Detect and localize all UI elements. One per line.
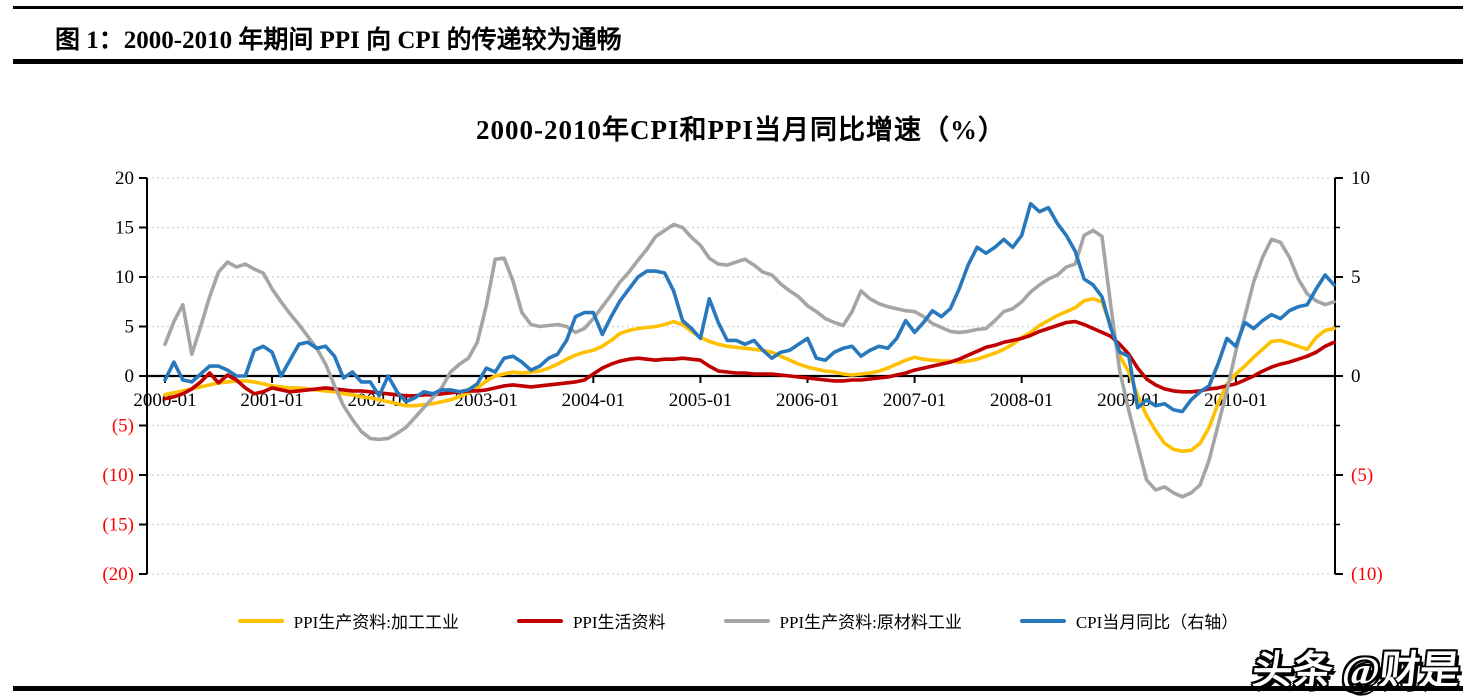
x-axis-label: 2005-01 bbox=[669, 390, 732, 411]
legend-swatch-blue bbox=[1019, 618, 1066, 623]
x-axis-label: 2004-01 bbox=[562, 390, 625, 411]
y-axis-right-label: (5) bbox=[1351, 465, 1373, 486]
y-axis-left-label: 20 bbox=[115, 168, 134, 189]
legend-label: CPI当月同比（右轴） bbox=[1075, 613, 1239, 632]
chart-title: 2000-2010年CPI和PPI当月同比增速（%） bbox=[476, 115, 1006, 145]
legend-swatch-gray bbox=[723, 618, 770, 623]
chart-legend: PPI生产资料:加工工业 PPI生活资料 PPI生产资料:原材料工业 CPI当月… bbox=[0, 608, 1476, 633]
y-axis-left-label: (20) bbox=[102, 564, 134, 585]
legend-item-ppi-processing: PPI生产资料:加工工业 bbox=[237, 608, 459, 633]
top-border bbox=[13, 6, 1463, 9]
series-line-2 bbox=[163, 222, 1336, 499]
series-line-1 bbox=[163, 319, 1336, 401]
y-axis-right-label: 10 bbox=[1351, 168, 1370, 189]
y-axis-left-label: (5) bbox=[112, 416, 134, 437]
series-line-0 bbox=[163, 296, 1336, 454]
y-axis-left-label: 5 bbox=[125, 317, 135, 338]
legend-label: PPI生活资料 bbox=[572, 613, 666, 632]
legend-item-ppi-rawmaterials: PPI生产资料:原材料工业 bbox=[723, 608, 962, 633]
bottom-border bbox=[13, 686, 1463, 691]
x-axis-label: 2003-01 bbox=[455, 390, 518, 411]
x-axis-label: 2007-01 bbox=[883, 390, 946, 411]
y-axis-right-label: 0 bbox=[1351, 366, 1361, 387]
series-line-3 bbox=[163, 201, 1336, 414]
legend-label: PPI生产资料:加工工业 bbox=[293, 613, 459, 632]
legend-item-ppi-consumer: PPI生活资料 bbox=[516, 608, 666, 633]
y-axis-right-label: (10) bbox=[1351, 564, 1383, 585]
x-axis-label: 2008-01 bbox=[990, 390, 1053, 411]
x-axis-label: 2010-01 bbox=[1204, 390, 1267, 411]
legend-swatch-yellow bbox=[237, 618, 284, 623]
y-axis-left-label: 15 bbox=[115, 218, 134, 239]
y-axis-left-label: (15) bbox=[102, 515, 134, 536]
x-axis-label: 2001-01 bbox=[240, 390, 303, 411]
x-axis-label: 2009-01 bbox=[1097, 390, 1160, 411]
x-axis-label: 2006-01 bbox=[776, 390, 839, 411]
figure-title-underline bbox=[13, 59, 1463, 64]
legend-item-cpi: CPI当月同比（右轴） bbox=[1019, 608, 1239, 633]
y-axis-right-label: 5 bbox=[1351, 267, 1361, 288]
y-axis-left-label: 0 bbox=[125, 366, 135, 387]
legend-swatch-red bbox=[516, 618, 563, 623]
y-axis-left-label: (10) bbox=[102, 465, 134, 486]
y-axis-left-label: 10 bbox=[115, 267, 134, 288]
legend-label: PPI生产资料:原材料工业 bbox=[779, 613, 962, 632]
figure-title: 图 1：2000-2010 年期间 PPI 向 CPI 的传递较为通畅 bbox=[55, 27, 622, 54]
